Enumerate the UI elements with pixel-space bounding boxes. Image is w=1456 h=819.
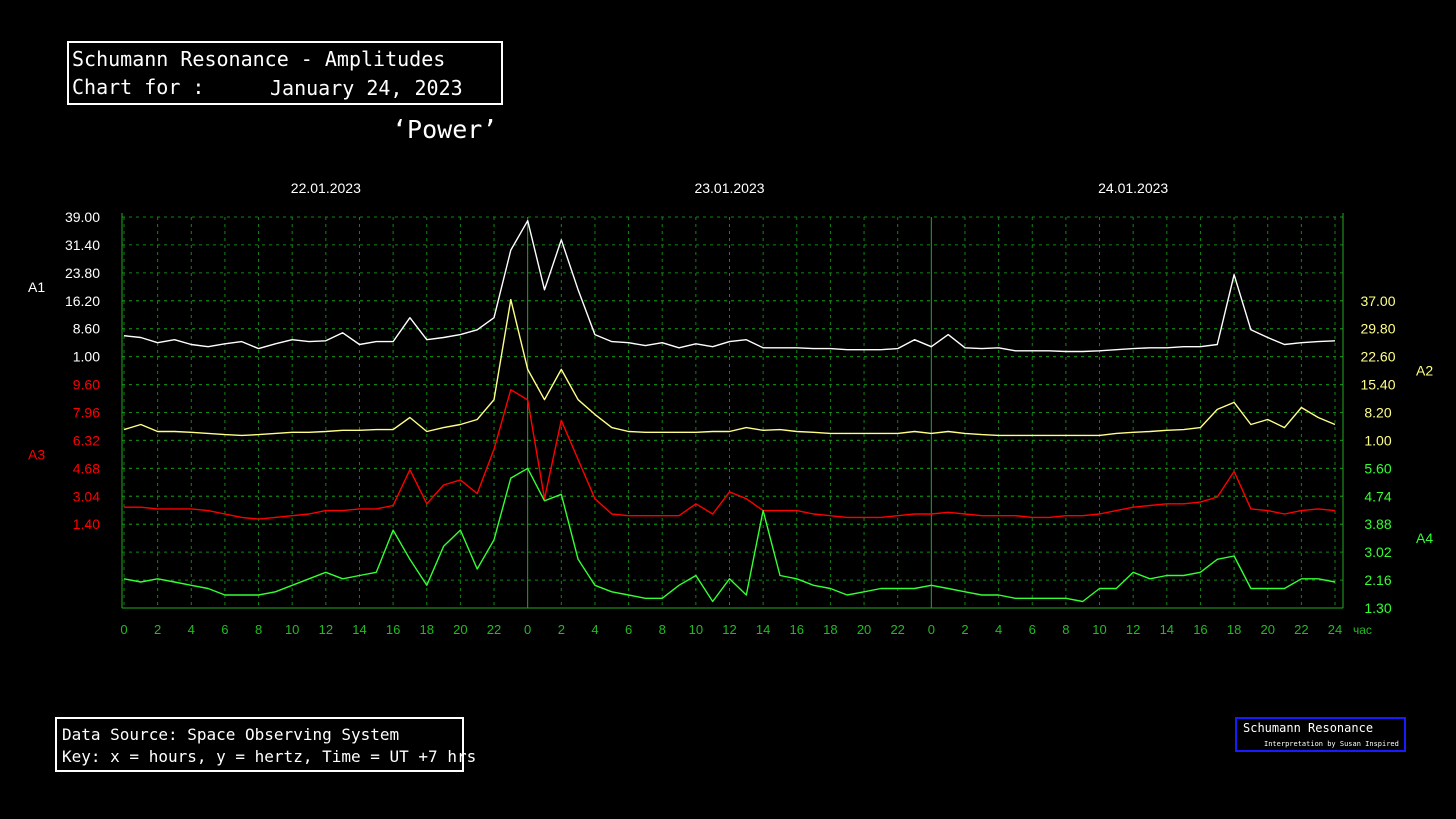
x-tick-label: 12: [1126, 622, 1140, 637]
y-tick-label: 5.60: [1364, 460, 1391, 476]
x-tick-label: 6: [1029, 622, 1036, 637]
x-tick-label: 0: [524, 622, 531, 637]
x-tick-label: 8: [659, 622, 666, 637]
x-tick-label: 14: [352, 622, 366, 637]
y-tick-label: 3.04: [73, 488, 100, 504]
y-tick-label: 4.68: [73, 460, 100, 476]
data-source: Data Source: Space Observing System: [62, 725, 399, 744]
x-tick-label: 10: [285, 622, 299, 637]
y-tick-label: 29.80: [1360, 321, 1395, 337]
y-tick-label: 8.60: [73, 321, 100, 337]
y-tick-label: 1.40: [73, 516, 100, 532]
x-tick-label: 14: [1160, 622, 1174, 637]
day-label: 22.01.2023: [291, 180, 361, 196]
x-tick-label: 20: [453, 622, 467, 637]
key-note: Key: x = hours, y = hertz, Time = UT +7 …: [62, 747, 476, 766]
y-tick-label: 2.16: [1364, 572, 1391, 588]
y-tick-label: 3.02: [1364, 544, 1391, 560]
badge-box: [1235, 717, 1406, 752]
x-tick-label: 14: [756, 622, 770, 637]
chart-for-label: Chart for :: [72, 75, 204, 99]
title: Schumann Resonance - Amplitudes: [72, 47, 445, 71]
y-tick-label: 1.30: [1364, 600, 1391, 616]
x-tick-label: 4: [591, 622, 598, 637]
y-tick-label: 6.32: [73, 432, 100, 448]
day-label: 23.01.2023: [694, 180, 764, 196]
plot-area: 0 2 4 6 8 10 12 14 16 18 20 22 0 2 4 6 8 10 12 14 16 18 20 22 0 2…: [28, 180, 1433, 637]
title-box: [67, 41, 503, 105]
y-tick-label: 23.80: [65, 265, 100, 281]
x-tick-label: 18: [420, 622, 434, 637]
x-tick-label: 8: [255, 622, 262, 637]
x-tick-label: 4: [188, 622, 195, 637]
y-tick-label: 4.74: [1364, 488, 1391, 504]
x-tick-label: 8: [1062, 622, 1069, 637]
source-box: [55, 717, 464, 772]
x-tick-label: 12: [319, 622, 333, 637]
subtitle: ‘Power’: [392, 115, 497, 144]
x-tick-label: 16: [1193, 622, 1207, 637]
x-tick-label: 22: [487, 622, 501, 637]
series-line: [123, 467, 1336, 603]
series-line: [124, 389, 1336, 520]
x-tick-label: 0: [120, 622, 127, 637]
y-tick-label: 39.00: [65, 209, 100, 225]
x-tick-label: 20: [857, 622, 871, 637]
y-tick-label: 31.40: [65, 237, 100, 253]
y-tick-label: 37.00: [1360, 293, 1395, 309]
x-tick-label: 4: [995, 622, 1002, 637]
series-line: [123, 298, 1336, 437]
x-tick-label: 2: [558, 622, 565, 637]
y-tick-label: 22.60: [1360, 349, 1395, 365]
x-tick-label: 6: [221, 622, 228, 637]
x-tick-label: 24: [1328, 622, 1342, 637]
y-tick-label: 16.20: [65, 293, 100, 309]
x-tick-label: 10: [689, 622, 703, 637]
x-tick-label: 22: [1294, 622, 1308, 637]
y-tick-label: 3.88: [1364, 516, 1391, 532]
y-tick-label: 9.60: [73, 377, 100, 393]
day-label: 24.01.2023: [1098, 180, 1168, 196]
x-tick-label: 16: [790, 622, 804, 637]
axis-name: A2: [1416, 363, 1433, 379]
x-tick-label: 0: [928, 622, 935, 637]
x-tick-label: 22: [890, 622, 904, 637]
chart-date: January 24, 2023: [270, 76, 463, 100]
badge-credit: Interpretation by Susan Inspired: [1264, 740, 1399, 748]
y-tick-label: 1.00: [73, 349, 100, 365]
axis-name: A1: [28, 279, 45, 295]
x-tick-label: 10: [1092, 622, 1106, 637]
x-tick-label: 2: [154, 622, 161, 637]
badge-title: Schumann Resonance: [1243, 721, 1373, 735]
x-tick-label: 2: [961, 622, 968, 637]
x-tick-label: 18: [1227, 622, 1241, 637]
x-tick-label: 16: [386, 622, 400, 637]
y-tick-label: 8.20: [1364, 405, 1391, 421]
y-tick-label: 7.96: [73, 405, 100, 421]
x-tick-label: 20: [1260, 622, 1274, 637]
y-tick-label: 15.40: [1360, 377, 1395, 393]
x-tick-label: 18: [823, 622, 837, 637]
series-line: [123, 220, 1336, 353]
y-tick-label: 1.00: [1364, 432, 1391, 448]
axis-name: A3: [28, 446, 45, 462]
x-unit: час: [1353, 623, 1372, 637]
x-tick-label: 6: [625, 622, 632, 637]
axis-name: A4: [1416, 530, 1433, 546]
x-tick-label: 12: [722, 622, 736, 637]
